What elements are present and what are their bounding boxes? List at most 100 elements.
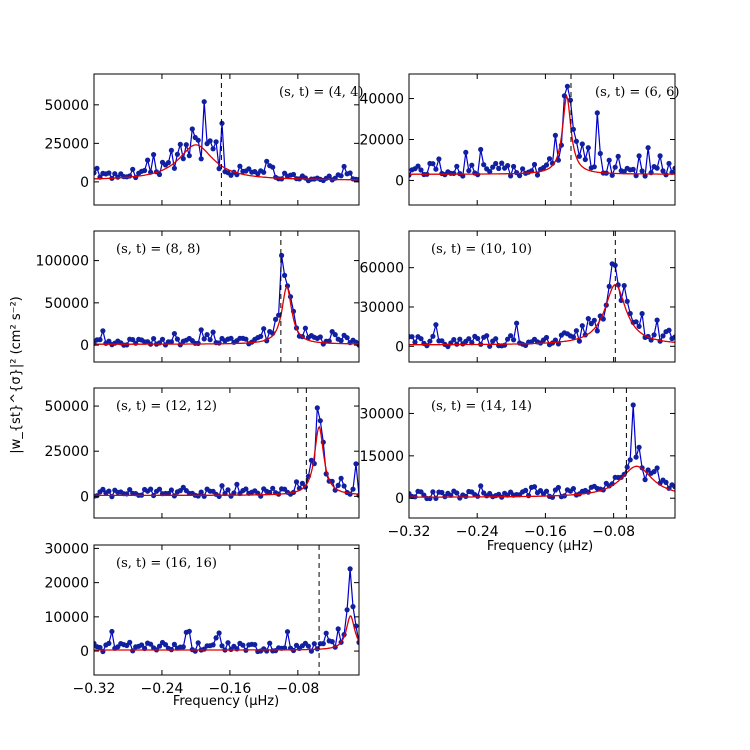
data-point <box>645 467 651 473</box>
data-point <box>418 167 424 173</box>
data-point <box>591 164 597 170</box>
data-point <box>261 169 267 175</box>
data-point <box>654 465 660 471</box>
y-tick-label: 30000 <box>359 300 404 316</box>
data-point <box>463 149 469 155</box>
panel-label: (s, t) = (4, 4) <box>279 85 363 100</box>
y-tick-label: 60000 <box>359 261 404 277</box>
data-point <box>207 337 213 343</box>
data-point <box>282 272 288 278</box>
fit-curve <box>409 284 675 346</box>
data-point <box>582 156 588 163</box>
data-point <box>195 137 201 143</box>
data-point <box>466 336 472 342</box>
data-point <box>338 338 344 344</box>
y-tick-label: 0 <box>80 338 89 354</box>
data-point <box>543 334 550 341</box>
data-point <box>344 607 350 613</box>
data-point <box>353 461 359 467</box>
data-point <box>591 317 597 323</box>
data-point <box>216 166 222 172</box>
panel-label: (s, t) = (6, 6) <box>595 85 679 100</box>
data-point <box>204 332 210 338</box>
data-point <box>576 153 583 159</box>
data-point <box>151 336 157 342</box>
data-point <box>585 316 591 322</box>
data-point <box>493 336 499 342</box>
y-tick-label: 0 <box>395 173 404 189</box>
data-point <box>338 475 344 481</box>
data-point <box>148 486 154 492</box>
data-point <box>663 172 669 178</box>
x-tick-label: −0.08 <box>276 681 319 697</box>
data-point <box>552 337 559 343</box>
data-point <box>162 642 169 648</box>
data-point <box>663 479 669 485</box>
panel-label: (s, t) = (14, 14) <box>431 399 532 414</box>
data-point <box>174 151 180 157</box>
data-point <box>510 337 517 343</box>
data-point <box>201 336 207 342</box>
data-point <box>335 626 341 632</box>
y-tick-label: 0 <box>80 644 89 660</box>
y-tick-label: 50000 <box>44 399 89 415</box>
data-point <box>165 160 171 166</box>
data-point <box>290 647 297 654</box>
data-point <box>430 333 436 339</box>
x-tick-label: −0.24 <box>456 524 499 540</box>
y-tick-label: 15000 <box>359 449 404 465</box>
data-point <box>279 252 285 259</box>
data-point <box>421 492 427 498</box>
panel-label: (s, t) = (8, 8) <box>116 242 200 257</box>
data-point <box>672 165 675 171</box>
data-point <box>350 604 356 610</box>
data-point <box>666 160 672 167</box>
data-point <box>243 486 249 492</box>
data-point <box>651 332 657 338</box>
panel-label: (s, t) = (10, 10) <box>431 242 532 257</box>
data-point <box>344 335 350 341</box>
data-point <box>109 628 115 635</box>
data-point <box>621 283 627 289</box>
data-point <box>534 172 541 178</box>
data-point <box>639 168 645 174</box>
data-point <box>234 481 240 487</box>
data-point <box>639 311 645 317</box>
data-point <box>615 153 621 159</box>
data-point <box>645 145 651 151</box>
data-point <box>127 639 133 646</box>
data-point <box>168 487 174 493</box>
data-point <box>213 139 219 145</box>
data-point <box>642 477 648 483</box>
data-point <box>517 173 523 179</box>
data-point <box>192 648 198 654</box>
data-point <box>139 642 145 648</box>
data-point <box>630 166 636 172</box>
fit-curve <box>94 144 359 181</box>
data-point <box>510 163 517 170</box>
data-point <box>439 489 445 496</box>
axes-frame <box>93 73 360 206</box>
data-point <box>606 157 612 163</box>
data-point <box>124 342 130 348</box>
data-point <box>627 457 633 463</box>
data-point <box>594 110 600 116</box>
data-point <box>523 487 529 493</box>
data-point <box>332 332 338 338</box>
data-point <box>127 487 133 493</box>
plot-area <box>409 83 675 179</box>
data-point <box>424 343 430 349</box>
data-point <box>350 486 356 492</box>
plot-area <box>409 261 675 350</box>
data-point <box>672 484 675 490</box>
data-point <box>106 170 112 176</box>
data-point <box>570 126 577 132</box>
panel-2: 0 20000 40000 (s, t) = (6, 6) <box>359 73 679 206</box>
data-point <box>651 469 657 475</box>
data-point <box>97 644 103 651</box>
data-point <box>496 165 502 172</box>
data-point <box>201 493 207 499</box>
data-point <box>231 490 237 496</box>
data-point <box>490 164 496 170</box>
y-tick-label: 0 <box>395 491 404 507</box>
